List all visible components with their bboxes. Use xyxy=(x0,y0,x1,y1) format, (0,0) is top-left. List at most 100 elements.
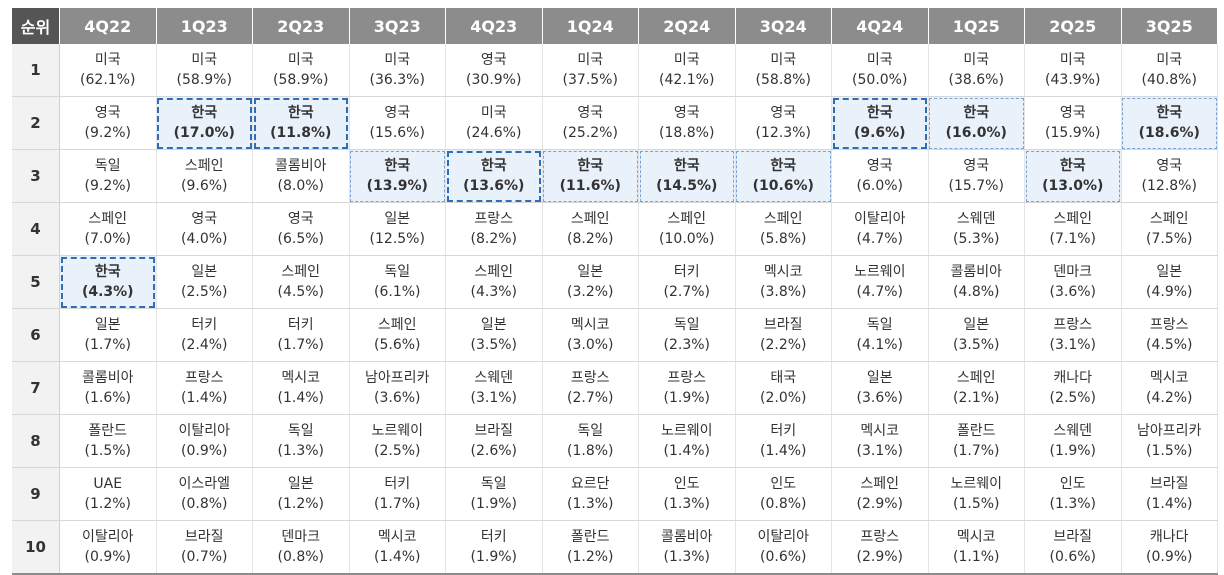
country-name: 터키 xyxy=(770,423,797,439)
country-cell: 브라질 (2.6%) xyxy=(445,414,543,468)
table-header-row: 순위 4Q22 1Q23 2Q23 3Q23 4Q23 1Q24 2Q24 3Q24 4Q24 1… xyxy=(12,8,1218,44)
country-name: 영국 xyxy=(1059,105,1086,121)
country-cell: 영국 (15.7%) xyxy=(928,149,1025,203)
country-share: (5.3%) xyxy=(953,231,1000,247)
highlighted-country-cell: 한국 (11.6%) xyxy=(542,149,639,203)
country-share: (2.9%) xyxy=(856,549,904,565)
rank-number: 2 xyxy=(12,96,60,150)
country-name: 프랑스 xyxy=(184,370,224,386)
country-name: 한국 xyxy=(191,105,218,121)
country-name: 한국 xyxy=(963,105,990,121)
country-cell: 브라질 (0.6%) xyxy=(1024,520,1122,575)
country-cell: 멕시코 (1.1%) xyxy=(928,520,1025,575)
country-name: 스페인 xyxy=(474,264,514,280)
country-name: 터키 xyxy=(191,317,218,333)
country-cell: 스페인 (7.1%) xyxy=(1024,202,1122,256)
country-share: (7.5%) xyxy=(1146,231,1193,247)
highlighted-country-cell: 한국 (13.0%) xyxy=(1024,149,1122,203)
country-name: 일본 xyxy=(191,264,218,280)
country-name: 터키 xyxy=(287,317,314,333)
country-share: (0.6%) xyxy=(760,549,807,565)
country-share: (1.7%) xyxy=(84,337,132,353)
country-cell: 스페인 (9.6%) xyxy=(156,149,253,203)
country-cell: 영국 (15.9%) xyxy=(1024,96,1122,150)
country-name: 인도 xyxy=(1059,476,1086,492)
country-name: 미국 xyxy=(1156,52,1183,68)
country-share: (2.3%) xyxy=(663,337,711,353)
rank-number: 6 xyxy=(12,308,60,362)
country-name: 콜롬비아 xyxy=(950,264,1003,280)
country-name: 태국 xyxy=(770,370,797,386)
country-cell: 일본 (1.7%) xyxy=(59,308,157,362)
table-row: 8 폴란드 (1.5%) 이탈리아 (0.9%) 독일 (1.3%) 노르웨이 (2.5%) 브라… xyxy=(12,414,1218,468)
highlighted-country-cell: 한국 (9.6%) xyxy=(831,96,929,150)
country-name: 스페인 xyxy=(570,211,610,227)
country-name: 이탈리아 xyxy=(757,529,810,545)
country-share: (9.6%) xyxy=(181,178,228,194)
country-share: (1.9%) xyxy=(663,390,711,406)
country-share: (3.6%) xyxy=(1049,284,1097,300)
country-share: (5.6%) xyxy=(374,337,421,353)
country-name: 덴마크 xyxy=(281,529,321,545)
country-share: (3.0%) xyxy=(567,337,614,353)
country-share: (1.1%) xyxy=(953,549,1000,565)
country-cell: 일본 (3.5%) xyxy=(445,308,543,362)
country-name: 프랑스 xyxy=(860,529,900,545)
country-name: 스웨덴 xyxy=(956,211,996,227)
country-name: 브라질 xyxy=(474,423,514,439)
country-share: (1.7%) xyxy=(953,443,1000,459)
country-name: 노르웨이 xyxy=(853,264,906,280)
country-share: (17.0%) xyxy=(173,125,235,141)
country-cell: 스페인 (2.9%) xyxy=(831,467,929,521)
table-row: 4 스페인 (7.0%) 영국 (4.0%) 영국 (6.5%) 일본 (12.5%) 프랑스 (8… xyxy=(12,202,1218,256)
country-share: (0.7%) xyxy=(181,549,228,565)
country-name: 멕시코 xyxy=(763,264,803,280)
country-name: 프랑스 xyxy=(570,370,610,386)
country-name: 일본 xyxy=(866,370,893,386)
country-share: (3.5%) xyxy=(470,337,518,353)
country-cell: 터키 (1.9%) xyxy=(445,520,543,575)
country-name: 콜롬비아 xyxy=(81,370,134,386)
country-share: (0.8%) xyxy=(181,496,228,512)
country-share: (1.6%) xyxy=(84,390,132,406)
country-share: (37.5%) xyxy=(562,72,618,88)
country-name: 프랑스 xyxy=(1053,317,1093,333)
country-cell: 영국 (25.2%) xyxy=(542,96,639,150)
country-share: (1.4%) xyxy=(760,443,807,459)
country-name: 스페인 xyxy=(763,211,803,227)
country-name: 요르단 xyxy=(570,476,610,492)
rank-column-header: 순위 xyxy=(12,8,60,44)
country-share: (10.0%) xyxy=(659,231,715,247)
rank-number: 7 xyxy=(12,361,60,415)
country-cell: 미국 (40.8%) xyxy=(1121,44,1218,97)
country-name: 영국 xyxy=(94,105,121,121)
country-cell: 영국 (6.0%) xyxy=(831,149,929,203)
country-share: (4.7%) xyxy=(856,284,904,300)
country-cell: 일본 (3.2%) xyxy=(542,255,639,309)
country-name: 일본 xyxy=(1156,264,1183,280)
country-share: (9.2%) xyxy=(84,125,132,141)
country-share: (2.7%) xyxy=(663,284,711,300)
quarter-column-header: 3Q24 xyxy=(735,8,832,44)
country-share: (3.8%) xyxy=(760,284,807,300)
highlighted-country-cell: 한국 (16.0%) xyxy=(928,96,1025,150)
country-cell: 노르웨이 (4.7%) xyxy=(831,255,929,309)
country-name: 독일 xyxy=(480,476,507,492)
country-name: 일본 xyxy=(963,317,990,333)
highlighted-country-cell: 한국 (17.0%) xyxy=(156,96,253,150)
country-name: 이스라엘 xyxy=(178,476,231,492)
country-cell: 영국 (4.0%) xyxy=(156,202,253,256)
country-share: (13.6%) xyxy=(463,178,525,194)
country-name: 캐나다 xyxy=(1149,529,1189,545)
quarter-column-header: 3Q23 xyxy=(349,8,446,44)
country-share: (1.7%) xyxy=(374,496,421,512)
table-row: 3 독일 (9.2%) 스페인 (9.6%) 콜롬비아 (8.0%) 한국 (13.9%) 한국 (… xyxy=(12,149,1218,203)
country-cell: 멕시코 (3.1%) xyxy=(831,414,929,468)
country-name: 스페인 xyxy=(1053,211,1093,227)
country-name: 스페인 xyxy=(377,317,417,333)
country-name: 영국 xyxy=(480,52,507,68)
table-row: 1 미국 (62.1%) 미국 (58.9%) 미국 (58.9%) 미국 (36.3%) 영국 (… xyxy=(12,44,1218,97)
country-name: 일본 xyxy=(384,211,411,227)
country-share: (24.6%) xyxy=(466,125,522,141)
country-share: (40.8%) xyxy=(1141,72,1197,88)
